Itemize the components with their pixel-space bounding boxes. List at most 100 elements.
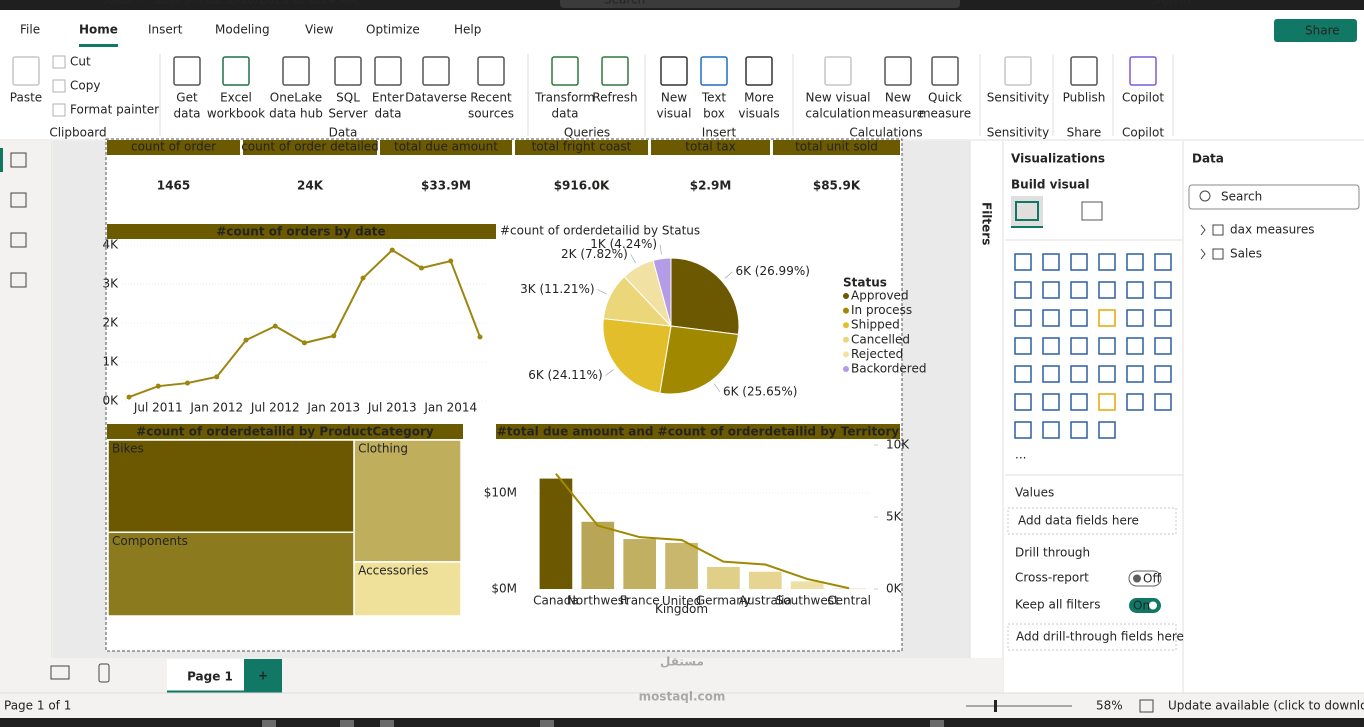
menu-tab[interactable]: View [305, 23, 334, 37]
toggle-label: Keep all filters [1015, 598, 1100, 612]
ribbon-button-label[interactable]: Enter [372, 91, 404, 105]
sign-in: Sign in [1150, 0, 1191, 7]
x-tick-label: Jan 2012 [189, 401, 243, 415]
ribbon-icon [282, 56, 310, 86]
ribbon-button-label[interactable]: Paste [10, 91, 42, 105]
legend-label: Shipped [851, 318, 900, 332]
ribbon-button-label[interactable]: Transform [534, 91, 595, 105]
page-tab [167, 659, 253, 693]
table-name[interactable]: Sales [1230, 247, 1262, 261]
ribbon-button-label[interactable]: Recent [470, 91, 512, 105]
format-visual-icon [1081, 201, 1103, 221]
bar [748, 571, 782, 589]
ribbon-button-label[interactable]: Copilot [1122, 91, 1164, 105]
status-bar [0, 693, 1364, 718]
ribbon-icon [477, 56, 505, 86]
line-point [155, 383, 161, 389]
ribbon-button-label[interactable]: data [374, 107, 401, 121]
line-point [448, 258, 454, 264]
well-label: Values [1015, 486, 1054, 500]
kpi-card-header [107, 140, 240, 155]
visual-type-icon [1070, 253, 1088, 271]
treemap-tile [353, 561, 462, 617]
visual-type-icon [1042, 309, 1060, 327]
add-page-label[interactable]: + [258, 669, 268, 683]
ribbon-button-label[interactable]: Sensitivity [987, 91, 1049, 105]
ribbon-button-label[interactable]: Server [328, 107, 367, 121]
treemap-tile [107, 439, 355, 534]
pie-leader [630, 254, 636, 264]
y-tick-label: 2K [102, 316, 119, 330]
ribbon-group-label: Clipboard [49, 126, 106, 140]
legend-swatch [843, 293, 849, 299]
ribbon-button-label[interactable]: Excel [220, 91, 252, 105]
visual-type-icon [1126, 253, 1144, 271]
ribbon-button-label[interactable]: New [661, 91, 687, 105]
legend-label: Backordered [851, 362, 926, 376]
visual-type-icon [1126, 365, 1144, 383]
ribbon-button-label[interactable]: box [703, 107, 725, 121]
ribbon-button-label[interactable]: Publish [1063, 91, 1106, 105]
ribbon-button-label[interactable]: Quick [928, 91, 962, 105]
ribbon-button-label[interactable]: workbook [207, 107, 265, 121]
ribbon-button-label[interactable]: data [551, 107, 578, 121]
ribbon-button-label[interactable]: New visual [806, 91, 871, 105]
ribbon-button-label[interactable]: data hub [269, 107, 323, 121]
menu-tab[interactable]: File [20, 23, 40, 37]
table-name[interactable]: dax measures [1230, 223, 1314, 237]
ribbon-icon [422, 56, 450, 86]
ribbon-button-label[interactable]: Text [701, 91, 727, 105]
ribbon-button-label[interactable]: Refresh [592, 91, 637, 105]
share-label[interactable]: Share [1305, 24, 1340, 38]
line-point [214, 374, 220, 380]
menu-tab[interactable]: Help [454, 23, 481, 37]
ribbon-button-label[interactable]: Dataverse [405, 91, 467, 105]
menu-tab[interactable]: Modeling [215, 23, 270, 37]
toggle-label: Cross-report [1015, 571, 1089, 585]
ribbon-button-label[interactable]: sources [468, 107, 514, 121]
pie-leader [713, 383, 721, 392]
y-tick-label: 4K [102, 238, 119, 252]
ribbon-button-label[interactable]: visual [657, 107, 692, 121]
ribbon-icon [334, 56, 362, 86]
desktop-view-icon [50, 665, 70, 680]
ribbon-button-label[interactable]: Format painter [70, 103, 159, 117]
page-tab-label[interactable]: Page 1 [187, 670, 233, 684]
menu-tab[interactable]: Home [79, 23, 118, 37]
menu-bar [0, 10, 1364, 48]
ribbon-button-label[interactable]: Get [176, 91, 198, 105]
ribbon-icon [1004, 56, 1032, 86]
fit-page-icon [1139, 699, 1154, 713]
ribbon-button-label[interactable]: OneLake [270, 91, 322, 105]
ribbon-button-label[interactable]: data [173, 107, 200, 121]
y2-tick-label: 0K [886, 582, 903, 596]
update-notice[interactable]: Update available (click to download) [1168, 699, 1364, 713]
y2-tick-label: 5K [886, 510, 903, 524]
visual-type-icon [1014, 253, 1032, 271]
ribbon-button-label[interactable]: measure [919, 107, 971, 121]
x-tick-label: Germany [696, 594, 751, 608]
kpi-card-header [515, 140, 648, 155]
kpi-card-title: total fright coast [532, 140, 632, 154]
ribbon-button-label[interactable]: Copy [70, 79, 100, 93]
kpi-card-header [773, 140, 900, 155]
visual-type-icon [1070, 421, 1088, 439]
chart-header [496, 424, 900, 439]
ribbon-button-label[interactable]: visuals [738, 107, 779, 121]
ribbon-icon [824, 56, 852, 86]
visual-type-icon [1098, 365, 1116, 383]
ribbon-icon [931, 56, 959, 86]
drop-well [1007, 507, 1177, 535]
visual-type-icon [1098, 309, 1116, 327]
ribbon-button-label[interactable]: SQL [336, 91, 360, 105]
line-point [419, 265, 424, 271]
menu-tab[interactable]: Insert [148, 23, 183, 37]
ribbon-button-label[interactable]: measure [872, 107, 924, 121]
ribbon-button-label[interactable]: Cut [70, 55, 91, 69]
ribbon-button-label[interactable]: calculation [805, 107, 870, 121]
ribbon-button-label[interactable]: New [885, 91, 911, 105]
visual-type-icon [1070, 365, 1088, 383]
line-point [389, 247, 395, 253]
ribbon-button-label[interactable]: More [744, 91, 774, 105]
menu-tab[interactable]: Optimize [366, 23, 420, 37]
